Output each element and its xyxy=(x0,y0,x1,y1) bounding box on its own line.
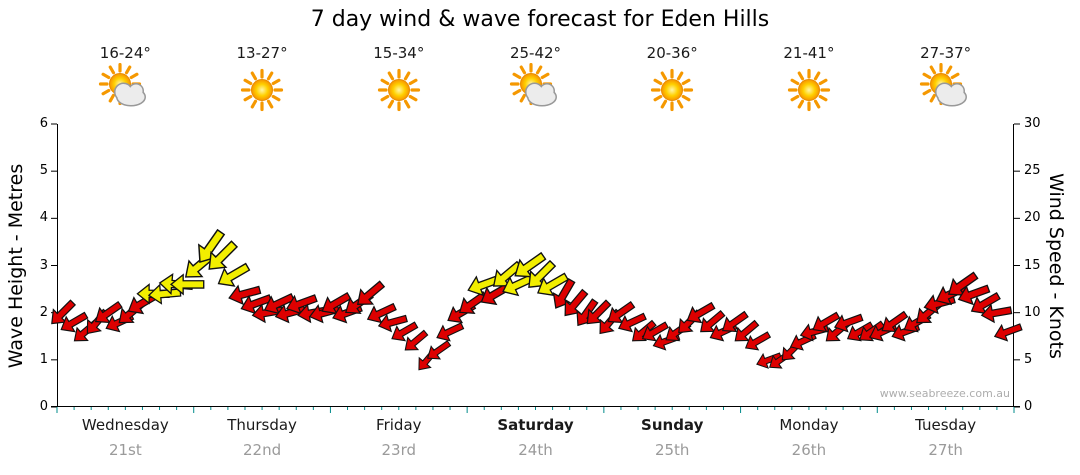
wind-arrow xyxy=(391,321,419,342)
wind-arrow xyxy=(970,291,1001,315)
wind-arrow xyxy=(467,274,502,297)
wind-arrow xyxy=(492,260,523,287)
day-temps: 13-27° xyxy=(236,44,288,62)
sun-icon xyxy=(240,68,284,112)
wind-arrow xyxy=(641,321,670,342)
left-axis-tick-label: 2 xyxy=(39,304,48,320)
day-date: 21st xyxy=(108,441,142,459)
wind-arrow xyxy=(881,310,909,333)
right-axis-label: Wind Speed - Knots xyxy=(1045,173,1067,359)
sun-icon xyxy=(651,68,694,112)
wind-arrow xyxy=(744,331,772,351)
sun-cloud-icon xyxy=(509,63,557,107)
wind-arrow xyxy=(356,280,386,305)
left-axis-tick-label: 1 xyxy=(39,351,48,367)
day-name: Monday xyxy=(779,416,839,434)
wind-arrow xyxy=(618,312,647,333)
left-axis-tick-label: 4 xyxy=(39,210,48,226)
right-axis-tick-label: 15 xyxy=(1024,257,1041,273)
right-axis-tick-label: 30 xyxy=(1024,116,1041,131)
wind-arrow xyxy=(51,299,77,325)
wind-arrow xyxy=(564,288,589,317)
wind-arrow xyxy=(377,313,408,333)
wind-arrow xyxy=(285,294,318,315)
day-name: Tuesday xyxy=(915,416,977,434)
day-temps: 25-42° xyxy=(509,44,562,62)
day-temps: 15-34° xyxy=(373,44,425,62)
wind-arrow xyxy=(756,352,783,369)
day-temps: 16-24° xyxy=(99,44,151,62)
wind-arrow xyxy=(957,284,991,306)
wind-arrow xyxy=(721,310,749,333)
right-axis-tick-label: 5 xyxy=(1024,351,1033,367)
plot-area xyxy=(51,123,1023,413)
wind-arrow xyxy=(586,299,612,325)
day-name: Wednesday xyxy=(81,416,169,434)
day-date: 22nd xyxy=(243,441,282,459)
wind-arrow xyxy=(993,323,1023,342)
chart-title: 7 day wind & wave forecast for Eden Hill… xyxy=(310,7,770,32)
sun-cloud-icon xyxy=(99,63,147,107)
right-axis-tick-label: 25 xyxy=(1024,163,1041,179)
right-axis-tick-label: 0 xyxy=(1024,399,1033,414)
day-temps: 20-36° xyxy=(646,44,698,62)
day-date: 25th xyxy=(654,441,690,459)
left-axis-tick-label: 5 xyxy=(39,163,48,179)
wind-arrow xyxy=(846,321,875,342)
wind-arrow xyxy=(734,319,760,342)
sun-icon xyxy=(377,68,420,112)
day-date: 24th xyxy=(518,441,553,459)
wind-arrow xyxy=(94,300,123,324)
day-name: Friday xyxy=(376,416,422,434)
day-name: Sunday xyxy=(641,416,704,434)
wind-arrow xyxy=(263,293,295,315)
wind-arrow xyxy=(240,294,273,315)
wind-arrow xyxy=(404,329,429,351)
day-temps: 21-41° xyxy=(783,44,835,62)
wind-arrow xyxy=(700,309,726,333)
wind-arrow xyxy=(436,322,465,342)
wind-arrow xyxy=(366,302,397,324)
left-axis-tick-label: 6 xyxy=(39,116,48,131)
wind-arrow xyxy=(514,251,547,278)
day-name: Thursday xyxy=(227,416,297,434)
day-name: Saturday xyxy=(497,416,574,434)
sun-cloud-icon xyxy=(919,63,967,107)
wind-arrow xyxy=(537,272,569,297)
wind-arrow xyxy=(980,303,1013,324)
right-axis-tick-label: 10 xyxy=(1024,304,1041,320)
wind-arrow xyxy=(228,284,262,306)
left-axis-tick-label: 0 xyxy=(39,399,48,414)
wind-arrow xyxy=(833,313,864,333)
day-temps: 27-37° xyxy=(920,44,972,62)
wind-arrow xyxy=(321,291,352,315)
wind-arrow xyxy=(426,340,452,360)
wind-arrow xyxy=(528,259,557,288)
left-axis-tick-label: 3 xyxy=(39,257,48,273)
right-axis-tick-label: 20 xyxy=(1024,210,1041,226)
watermark: www.seabreeze.com.au xyxy=(879,387,1010,400)
wind-arrow xyxy=(812,311,841,333)
wind-arrow xyxy=(60,311,89,333)
wind-arrow xyxy=(208,240,239,270)
wind-arrow xyxy=(947,271,979,296)
day-date: 23rd xyxy=(381,441,417,459)
wind-arrow xyxy=(607,300,636,324)
day-date: 26th xyxy=(791,441,827,459)
sun-icon xyxy=(787,68,831,112)
wind-arrow xyxy=(217,262,251,287)
wind-arrow xyxy=(686,301,716,324)
day-date: 27th xyxy=(928,441,963,459)
wind-arrow xyxy=(169,273,205,296)
